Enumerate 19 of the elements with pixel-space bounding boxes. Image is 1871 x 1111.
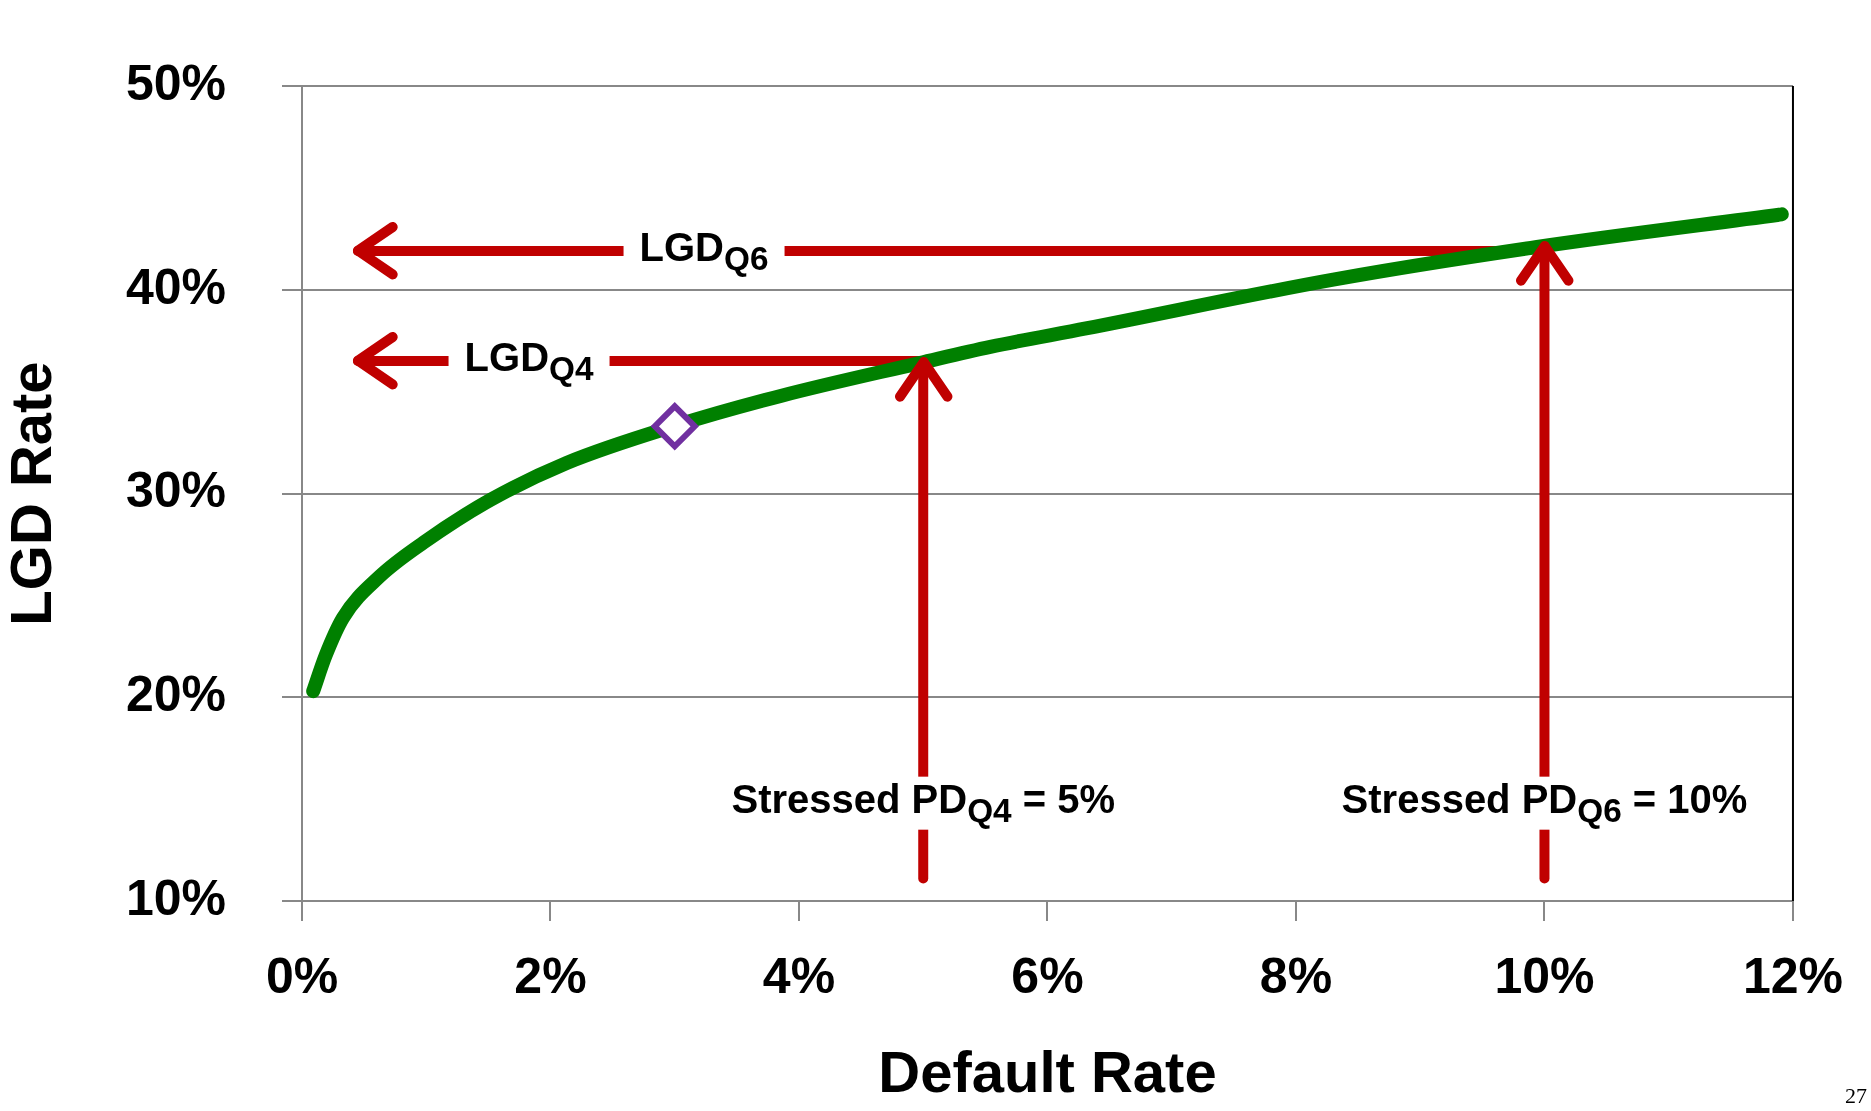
- x-tick-label: 2%: [514, 947, 587, 1004]
- y-tick-label: 10%: [125, 869, 226, 926]
- y-tick-label: 30%: [125, 462, 226, 519]
- y-tick-label: 50%: [125, 54, 226, 111]
- x-axis-title: Default Rate: [878, 1039, 1217, 1105]
- x-tick-label: 10%: [1494, 947, 1595, 1004]
- y-tick-label: 20%: [125, 666, 226, 723]
- y-tick-label: 40%: [125, 258, 226, 315]
- y-axis-title: LGD Rate: [0, 361, 63, 626]
- text: 27: [1845, 1083, 1867, 1109]
- x-tick-label: 6%: [1011, 947, 1084, 1004]
- ref-line-label: Stressed PD$_{Q4}$ = 5%: [715, 776, 1132, 830]
- x-tick-label: 8%: [1259, 947, 1333, 1004]
- x-tick-label: 4%: [762, 947, 836, 1004]
- x-tick-label: 12%: [1742, 947, 1843, 1004]
- ref-line-label: Stressed PD$_{Q6}$ = 10%: [1325, 776, 1764, 830]
- ref-line-label: LGD$_{Q4}$: [448, 334, 610, 388]
- x-tick-label: 0%: [265, 947, 339, 1004]
- ref-line-label: LGD$_{Q6}$: [623, 224, 785, 278]
